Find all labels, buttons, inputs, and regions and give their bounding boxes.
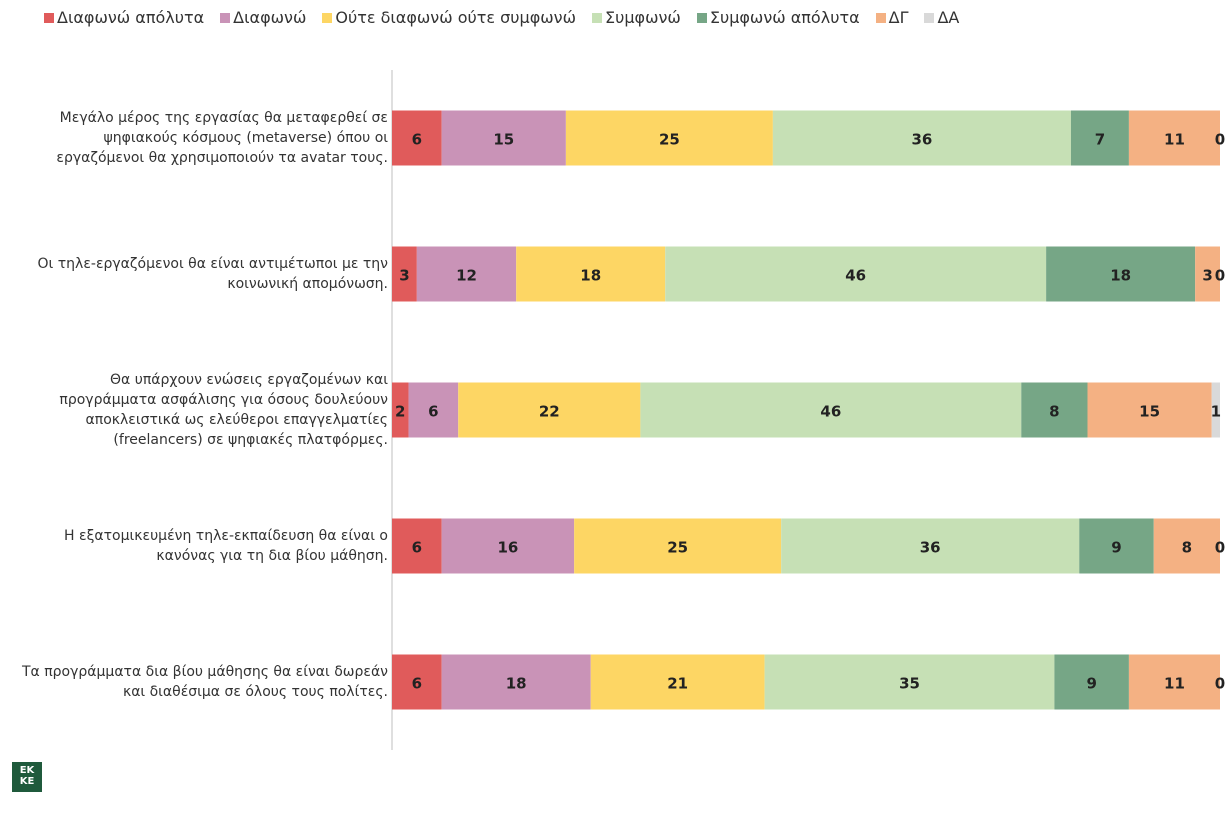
data-label: 46	[845, 267, 866, 285]
legend-item: ΔΓ	[875, 8, 909, 27]
data-label: 7	[1095, 131, 1105, 149]
data-label: 9	[1086, 675, 1096, 693]
category-label: Τα προγράμματα δια βίου μάθησης θα είναι…	[22, 664, 388, 700]
legend-item: Διαφωνώ απόλυτα	[44, 8, 204, 27]
legend-item: Συμφωνώ	[591, 8, 681, 27]
data-label: 8	[1049, 403, 1059, 421]
legend-swatch	[696, 12, 707, 23]
legend-swatch	[924, 12, 935, 23]
bar-segment	[781, 518, 1080, 574]
legend-label: Συμφωνώ	[604, 8, 681, 27]
data-label: 15	[1139, 403, 1160, 421]
bar-segment	[1079, 518, 1154, 574]
legend-label: Συμφωνώ απόλυτα	[709, 8, 860, 27]
bar-segment	[441, 110, 566, 166]
data-label: 25	[659, 131, 680, 149]
category-label: Οι τηλε-εργαζόμενοι θα είναι αντιμέτωποι…	[37, 256, 388, 292]
data-label: 18	[506, 675, 527, 693]
bar-segment	[1054, 654, 1129, 710]
data-label: 12	[456, 267, 477, 285]
bar-segment	[665, 246, 1047, 302]
data-label: 35	[899, 675, 920, 693]
legend-label: ΔΓ	[888, 8, 909, 27]
logo-text: EK	[19, 765, 35, 776]
legend-swatch	[591, 12, 602, 23]
data-label: 3	[399, 267, 409, 285]
data-label: 8	[1182, 539, 1192, 557]
bar-segment	[590, 654, 765, 710]
data-label: 36	[920, 539, 941, 557]
data-label: 0	[1215, 675, 1225, 693]
legend-swatch	[44, 12, 54, 23]
legend-label: Διαφωνώ	[233, 8, 307, 27]
data-label: 46	[820, 403, 841, 421]
legend-label: Ούτε διαφωνώ ούτε συμφωνώ	[335, 8, 576, 27]
legend-label: Διαφωνώ απόλυτα	[57, 8, 205, 27]
data-label: 0	[1215, 131, 1225, 149]
legend: Διαφωνώ απόλυτα Διαφωνώ Ούτε διαφωνώ ούτε …	[44, 8, 959, 27]
bar-segment	[1087, 382, 1212, 438]
data-label: 15	[493, 131, 514, 149]
data-label: 22	[539, 403, 560, 421]
legend-swatch	[875, 12, 886, 23]
bar-segment	[458, 382, 641, 438]
bar-segment	[1070, 110, 1129, 166]
bar-segment	[392, 654, 442, 710]
data-label: 6	[412, 131, 422, 149]
data-label: 6	[428, 403, 438, 421]
bar-segment	[1046, 246, 1196, 302]
category-label: Θα υπάρχουν ενώσεις εργαζομένων και προγ…	[59, 372, 388, 448]
bar-segment	[1128, 110, 1220, 166]
data-label: 2	[395, 403, 405, 421]
data-label: 3	[1202, 267, 1212, 285]
data-label: 11	[1164, 675, 1185, 693]
bar-segment	[441, 654, 591, 710]
legend-swatch	[322, 12, 333, 23]
data-label: 21	[667, 675, 688, 693]
bar-segment	[1021, 382, 1088, 438]
category-label: Μεγάλο μέρος της εργασίας θα μεταφερθεί …	[56, 110, 388, 166]
logo-text: KE	[19, 776, 35, 787]
legend-swatch	[220, 12, 231, 23]
data-label: 9	[1111, 539, 1121, 557]
legend-label: ΔΑ	[937, 8, 960, 27]
data-label: 18	[580, 267, 601, 285]
data-label: 6	[412, 675, 422, 693]
bar-segment	[441, 518, 575, 574]
bar-segment	[392, 246, 417, 302]
bar-segment	[516, 246, 666, 302]
bar-segment	[565, 110, 773, 166]
bar-segment	[764, 654, 1055, 710]
legend-item: ΔΑ	[924, 8, 959, 27]
bar-segment	[772, 110, 1071, 166]
bar-segment	[640, 382, 1022, 438]
bar-segment	[392, 382, 409, 438]
data-label: 25	[667, 539, 688, 557]
bar-segment	[408, 382, 459, 438]
logo: EK KE	[12, 762, 42, 792]
data-label: 16	[497, 539, 518, 557]
data-label: 0	[1215, 539, 1225, 557]
legend-item: Διαφωνώ	[220, 8, 306, 27]
bar-segment	[1128, 654, 1220, 710]
bar-segment	[1195, 246, 1220, 302]
legend-item: Ούτε διαφωνώ ούτε συμφωνώ	[322, 8, 576, 27]
category-label: Η εξατομικευμένη τηλε-εκπαίδευση θα είνα…	[64, 528, 388, 564]
data-label: 1	[1211, 403, 1221, 421]
data-label: 11	[1164, 131, 1185, 149]
data-label: 18	[1110, 267, 1131, 285]
data-label: 6	[412, 539, 422, 557]
bar-segment	[574, 518, 782, 574]
bar-segment	[392, 110, 442, 166]
bar-segment	[1211, 382, 1220, 438]
data-label: 0	[1215, 267, 1225, 285]
bar-segment	[392, 518, 442, 574]
legend-item: Συμφωνώ απόλυτα	[696, 8, 860, 27]
data-label: 36	[911, 131, 932, 149]
bar-segment	[416, 246, 517, 302]
bar-segment	[1153, 518, 1220, 574]
